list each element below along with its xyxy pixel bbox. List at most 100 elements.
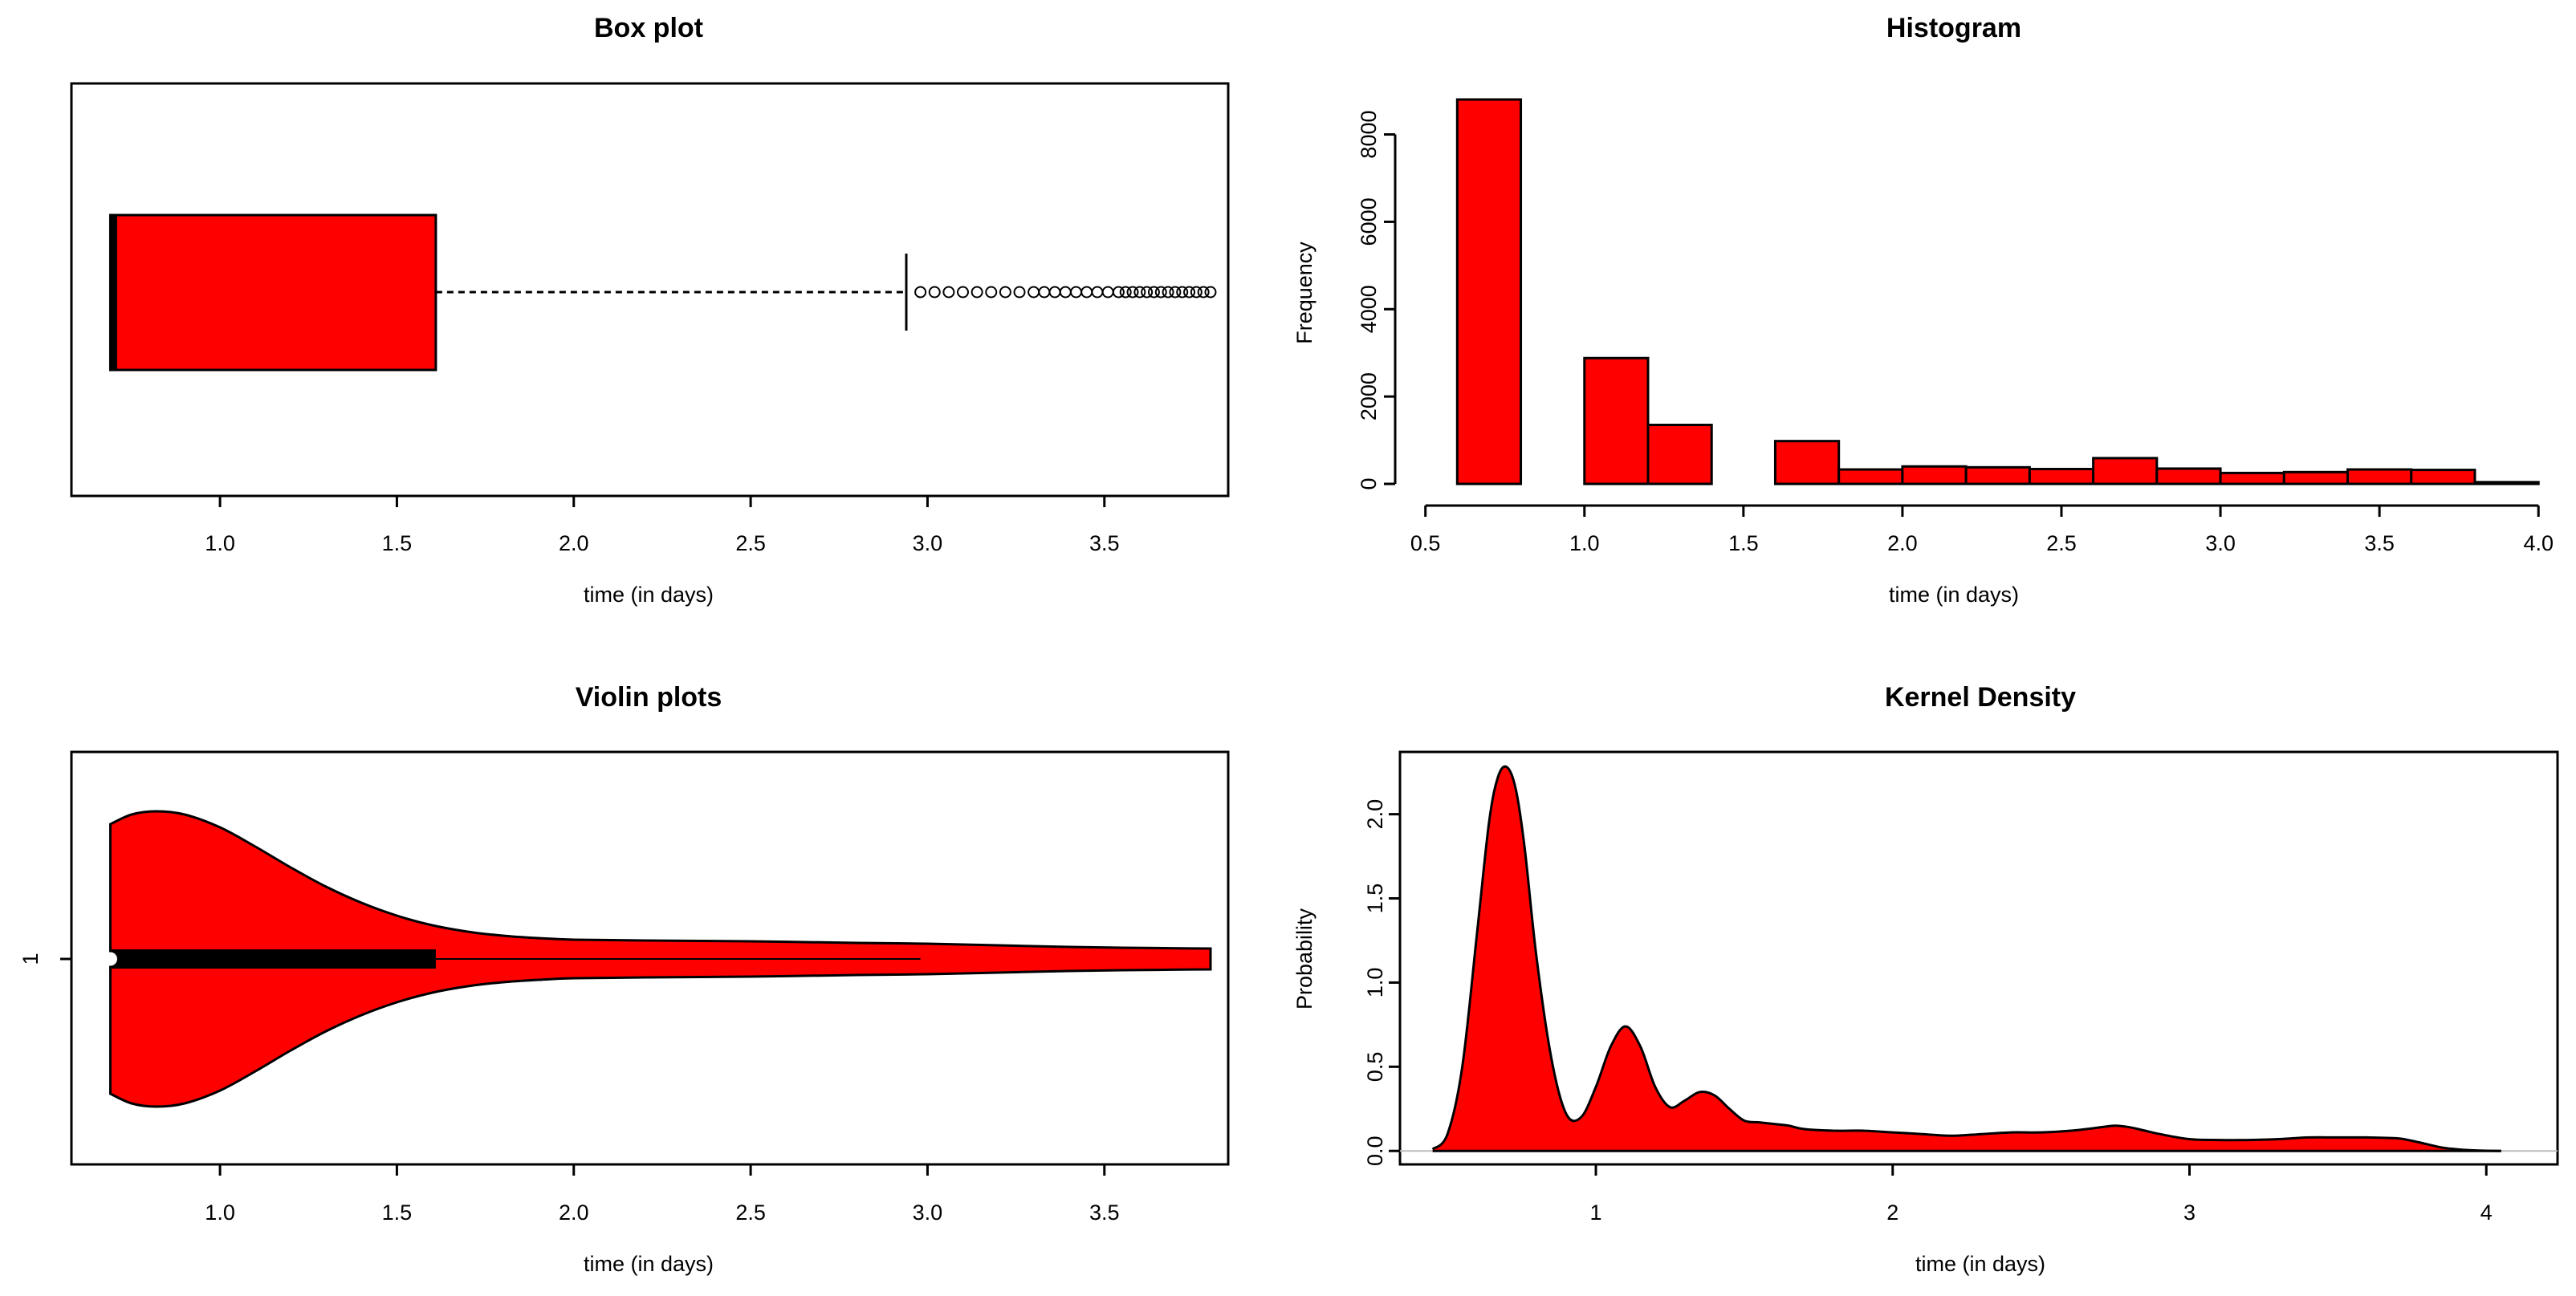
kde-y-tick-label: 0.5 [1363,1052,1387,1083]
violin-median-dot [103,952,117,966]
boxplot-outlier [1183,286,1196,299]
histogram-bar [1583,356,1650,485]
histogram-bar [2282,470,2350,485]
violin-iqr-box [110,949,436,969]
histogram-bar [1455,98,1523,485]
boxplot-outlier [985,286,998,299]
violin-group-label: 1 [18,953,43,965]
histogram-ylabel: Frequency [1292,242,1316,344]
boxplot-outlier [1154,286,1167,299]
histogram-bars [1455,98,2540,485]
histogram-y-tick-label: 8000 [1357,111,1381,159]
histogram-bar [1901,465,1968,485]
kde-frame [1398,750,2559,1166]
violin-xlabel: time (in days) [584,1252,714,1276]
violin-x-tick-label: 3.5 [1089,1201,1120,1225]
boxplot-x-tick-label: 3.5 [1089,531,1120,555]
kde-x-tick-label: 3 [2183,1201,2196,1225]
violin-x-tick-label: 1.5 [382,1201,413,1225]
histogram-panel: Histogram 0.5 1.0 1.5 2.0 2.5 3.0 3.5 4.0 0 2000 4… [1292,13,2554,607]
boxplot-outlier [1169,286,1182,299]
boxplot-outlier [956,286,969,299]
kde-xlabel: time (in days) [1915,1252,2045,1276]
histogram-x-tick-label: 1.5 [1728,531,1759,555]
histogram-y-tick-label: 4000 [1357,285,1381,333]
boxplot-x-tick-label: 2.0 [559,531,589,555]
histogram-bar [2155,467,2222,485]
kde-y-tick-label: 1.5 [1363,884,1387,914]
boxplot-outlier [928,286,941,299]
boxplot-x-tick-label: 1.0 [205,531,235,555]
violin-marks [103,810,1212,1108]
boxplot-outlier [1147,286,1160,299]
histogram-bar [1773,440,1841,485]
boxplot-title: Box plot [594,13,703,43]
histogram-x-tick-label: 2.0 [1887,531,1918,555]
kde-curve [1431,765,2501,1152]
boxplot-outlier [1013,286,1026,299]
kde-x-tick-label: 1 [1590,1201,1602,1225]
histogram-x-tick-label: 1.0 [1569,531,1600,555]
histogram-x-tick-label: 3.5 [2364,531,2395,555]
boxplot-x-tick-label: 3.0 [913,531,943,555]
boxplot-outlier [1133,286,1146,299]
kde-panel: Kernel Density 1 2 3 4 0.0 0.5 1.0 1.5 2.0 time … [1292,682,2559,1276]
kde-area [1432,766,2501,1152]
violin-title: Violin plots [576,682,722,713]
boxplot-xlabel: time (in days) [584,583,714,607]
kde-ylabel: Probability [1292,908,1316,1010]
kde-title: Kernel Density [1885,682,2076,713]
boxplot-outlier [1048,286,1061,299]
kde-y-tick-label: 2.0 [1363,799,1387,830]
violin-panel: Violin plots 1.0 1.5 2.0 2.5 3.0 3.5 time (in… [18,682,1230,1276]
boxplot-marks [108,213,1217,372]
violin-x-axis: 1.0 1.5 2.0 2.5 3.0 3.5 [205,1163,1120,1225]
histogram-bar [1837,468,1904,485]
boxplot-outlier [1080,286,1093,299]
boxplot-outlier [1028,286,1040,299]
histogram-x-tick-label: 4.0 [2523,531,2554,555]
boxplot-outlier [914,286,927,299]
kde-x-tick-label: 4 [2480,1201,2493,1225]
histogram-bar [2028,467,2095,485]
boxplot-outlier [1197,286,1210,299]
histogram-bar [2346,468,2413,485]
boxplot-outlier [1070,286,1083,299]
boxplot-x-axis: 1.0 1.5 2.0 2.5 3.0 3.5 [205,494,1120,555]
kde-y-tick-label: 1.0 [1363,968,1387,998]
histogram-bar [1964,465,2031,485]
kde-x-tick-label: 2 [1886,1201,1898,1225]
boxplot-outlier [1101,286,1114,299]
violin-x-tick-label: 1.0 [205,1201,235,1225]
boxplot-outlier [1119,286,1132,299]
boxplot-outlier [942,286,955,299]
histogram-axes: 0.5 1.0 1.5 2.0 2.5 3.0 3.5 4.0 0 2000 4000 6000 800… [1357,111,2554,555]
histogram-bar [2473,481,2540,485]
boxplot-x-tick-label: 2.5 [735,531,766,555]
boxplot-outlier [1091,286,1104,299]
histogram-x-tick-label: 3.0 [2205,531,2236,555]
boxplot-outlier [1176,286,1189,299]
histogram-y-tick-label: 0 [1357,477,1381,490]
histogram-bar [2410,469,2476,485]
histogram-xlabel: time (in days) [1889,583,2019,607]
histogram-bar [2092,457,2159,485]
kde-axes: 1 2 3 4 0.0 0.5 1.0 1.5 2.0 [1363,799,2493,1225]
histogram-x-tick-label: 0.5 [1410,531,1441,555]
violin-x-tick-label: 2.0 [559,1201,589,1225]
boxplot-outlier [1204,286,1217,299]
violin-y-axis: 1 [18,953,71,965]
boxplot-outlier [999,286,1011,299]
boxplot-outlier [1141,286,1154,299]
histogram-x-tick-label: 2.5 [2046,531,2077,555]
boxplot-outlier [1112,286,1125,299]
histogram-y-tick-label: 6000 [1357,197,1381,246]
histogram-bar [2219,471,2285,485]
boxplot-panel: Box plot 1.0 1.5 2.0 2.5 3.0 3.5 time (in day… [70,13,1230,607]
violin-x-tick-label: 2.5 [735,1201,766,1225]
kde-marks [1400,765,2558,1152]
boxplot-x-tick-label: 1.5 [382,531,413,555]
boxplot-outlier [1190,286,1203,299]
boxplot-outlier [971,286,983,299]
